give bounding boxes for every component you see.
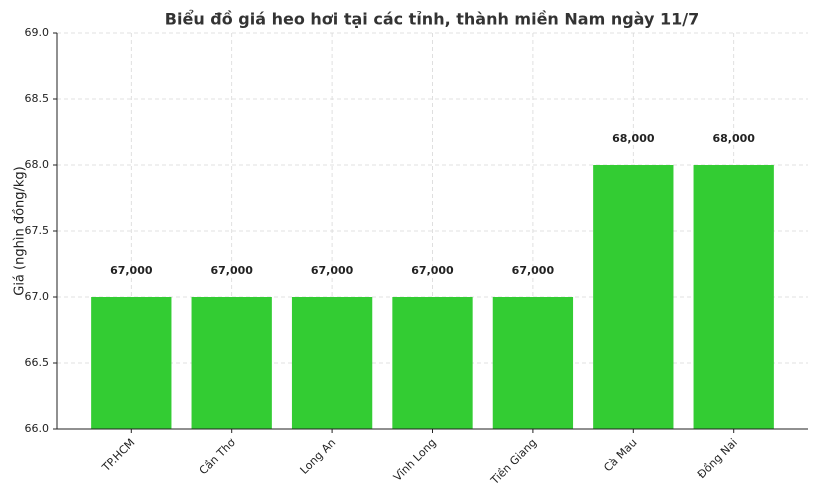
value-label: 68,000: [712, 132, 755, 145]
bar: [191, 297, 272, 429]
bar: [392, 297, 473, 429]
value-label: 67,000: [411, 264, 454, 277]
y-tick-label: 67.5: [25, 224, 50, 237]
value-label: 67,000: [110, 264, 153, 277]
y-tick-label: 66.0: [25, 422, 50, 435]
x-tick-label: Cà Mau: [601, 436, 639, 474]
x-tick-label: Long An: [298, 436, 339, 477]
y-tick-label: 68.0: [25, 158, 50, 171]
value-label: 68,000: [612, 132, 655, 145]
x-tick-label: TP.HCM: [99, 436, 138, 475]
bar: [693, 165, 774, 429]
x-tick-label: Đồng Nai: [695, 436, 740, 481]
bar: [91, 297, 172, 429]
value-label: 67,000: [311, 264, 354, 277]
y-tick-label: 68.5: [25, 92, 50, 105]
y-tick-label: 66.5: [25, 356, 50, 369]
y-axis-label: Giá (nghìn đồng/kg): [13, 166, 28, 296]
x-tick-label: Cần Thơ: [197, 436, 238, 477]
y-tick-label: 67.0: [25, 290, 50, 303]
y-tick-label: 69.0: [25, 26, 50, 39]
bar: [291, 297, 373, 429]
chart-title: Biểu đồ giá heo hơi tại các tỉnh, thành …: [165, 10, 699, 29]
bar: [492, 297, 574, 429]
value-label: 67,000: [512, 264, 555, 277]
x-tick-label: Vĩnh Long: [391, 436, 439, 484]
value-label: 67,000: [210, 264, 253, 277]
bar: [593, 165, 674, 429]
x-tick-label: Tiền Giang: [488, 436, 540, 488]
